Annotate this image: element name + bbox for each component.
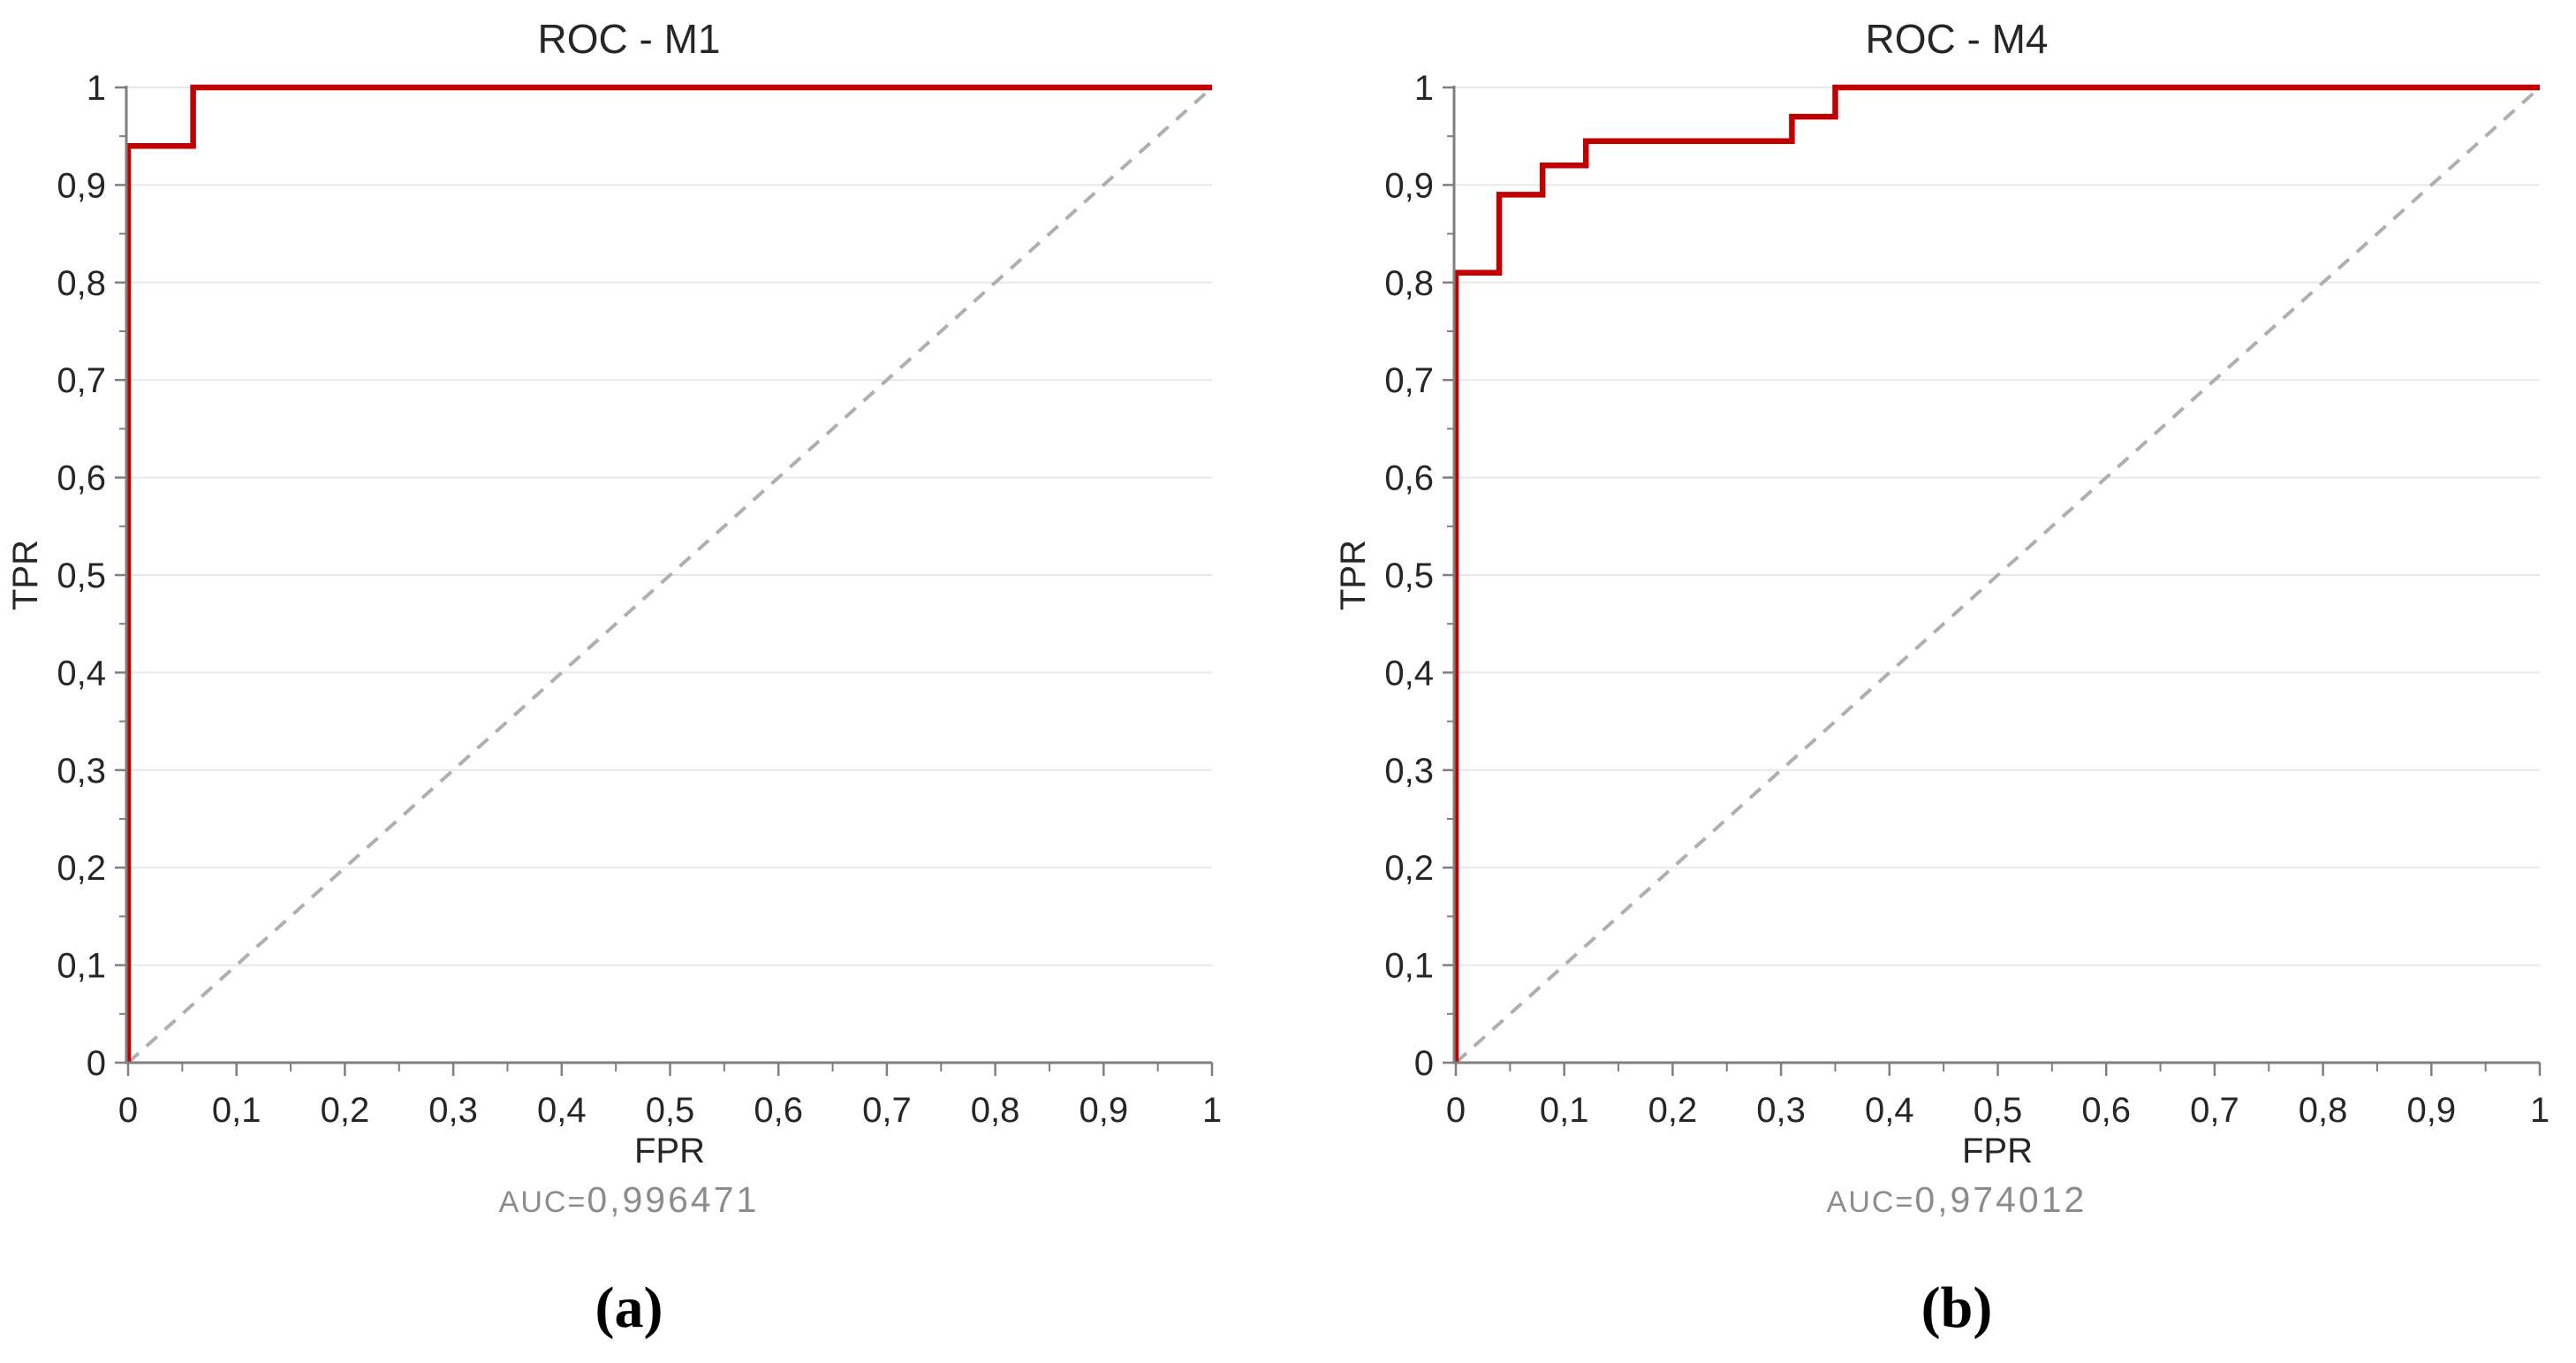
x-tick-label: 0 [1446,1091,1466,1130]
y-axis-label: TPR [1334,540,1373,610]
x-tick-label: 0,8 [2299,1091,2348,1130]
y-tick-label: 0,3 [1384,752,1434,791]
x-tick-label: 0,9 [2406,1091,2456,1130]
chart-title: ROC - M1 [538,16,721,62]
y-tick-label: 0,2 [57,849,106,888]
x-tick-label: 0,4 [537,1091,587,1130]
y-tick-label: 0,9 [57,166,106,205]
auc-label: AUC=0,996471 [499,1179,760,1220]
x-tick-label: 0,3 [428,1091,478,1130]
auc-prefix: AUC= [1827,1185,1915,1219]
y-tick-label: 0,4 [1384,654,1434,693]
x-tick-label: 0,7 [2190,1091,2239,1130]
x-tick-label: 0,6 [2081,1091,2131,1130]
y-tick-label: 0,6 [57,459,106,498]
y-tick-label: 0,7 [1384,361,1434,400]
roc-curve [125,84,1212,1063]
x-tick-label: 0,5 [646,1091,695,1130]
x-tick-label: 0,5 [1974,1091,2023,1130]
x-axis-label: FPR [1962,1132,2033,1170]
plot-layer: 0 0,1 0,2 0,3 0,4 0,5 0,6 0,7 0,8 0,9 1 0 0,1 0,2 0,3 0… [1384,69,2549,1130]
x-tick-label: 0,1 [212,1091,261,1130]
x-tick-label: 0,4 [1865,1091,1914,1130]
plot-layer: 0 0,1 0,2 0,3 0,4 0,5 0,6 0,7 0,8 0,9 1 0 0,1 0,2 0,3 0… [57,69,1222,1130]
x-tick-label: 0,6 [754,1091,803,1130]
y-tick-label: 0,4 [57,654,106,693]
auc-value: 0,974012 [1914,1179,2087,1220]
chart-a: 0 0,1 0,2 0,3 0,4 0,5 0,6 0,7 0,8 0,9 1 0 0,1 0,2 0,3 0… [6,16,1222,1340]
y-tick-label: 0,1 [1384,947,1434,986]
y-tick-label: 0,5 [1384,557,1434,595]
x-tick-label: 0,1 [1540,1091,1589,1130]
y-tick-label: 0,5 [57,557,106,595]
panel-caption: (b) [1921,1276,1993,1340]
chart-title: ROC - M4 [1866,16,2049,62]
x-tick-label: 0,7 [862,1091,912,1130]
y-tick-label: 0,3 [57,752,106,791]
y-tick-label: 0,2 [1384,849,1434,888]
y-tick-label: 0 [87,1044,106,1083]
y-tick-label: 1 [1414,69,1434,108]
y-tick-label: 0,6 [1384,459,1434,498]
roc-curve [1452,84,2540,1063]
chance-diagonal [1454,86,2542,1064]
x-tick-label: 0,8 [971,1091,1020,1130]
x-tick-label: 0,9 [1079,1091,1128,1130]
panel-caption: (a) [595,1276,663,1340]
y-tick-label: 0 [1414,1044,1434,1083]
y-tick-label: 0,7 [57,361,106,400]
auc-value: 0,996471 [587,1179,759,1220]
x-tick-label: 1 [2530,1091,2549,1130]
chance-diagonal [126,86,1214,1064]
y-tick-label: 1 [87,69,106,108]
y-tick-label: 0,1 [57,947,106,986]
y-axis-label: TPR [6,540,45,610]
y-tick-label: 0,8 [1384,264,1434,303]
y-tick-label: 0,9 [1384,166,1434,205]
y-tick-label: 0,8 [57,264,106,303]
x-tick-label: 0,3 [1756,1091,1806,1130]
x-tick-label: 1 [1202,1091,1222,1130]
x-tick-label: 0,2 [1648,1091,1698,1130]
auc-prefix: AUC= [499,1185,587,1219]
auc-label: AUC=0,974012 [1827,1179,2087,1220]
x-tick-label: 0,2 [321,1091,370,1130]
x-axis-label: FPR [634,1132,705,1170]
x-tick-label: 0 [118,1091,138,1130]
chart-b: 0 0,1 0,2 0,3 0,4 0,5 0,6 0,7 0,8 0,9 1 0 0,1 0,2 0,3 0… [1334,16,2549,1340]
